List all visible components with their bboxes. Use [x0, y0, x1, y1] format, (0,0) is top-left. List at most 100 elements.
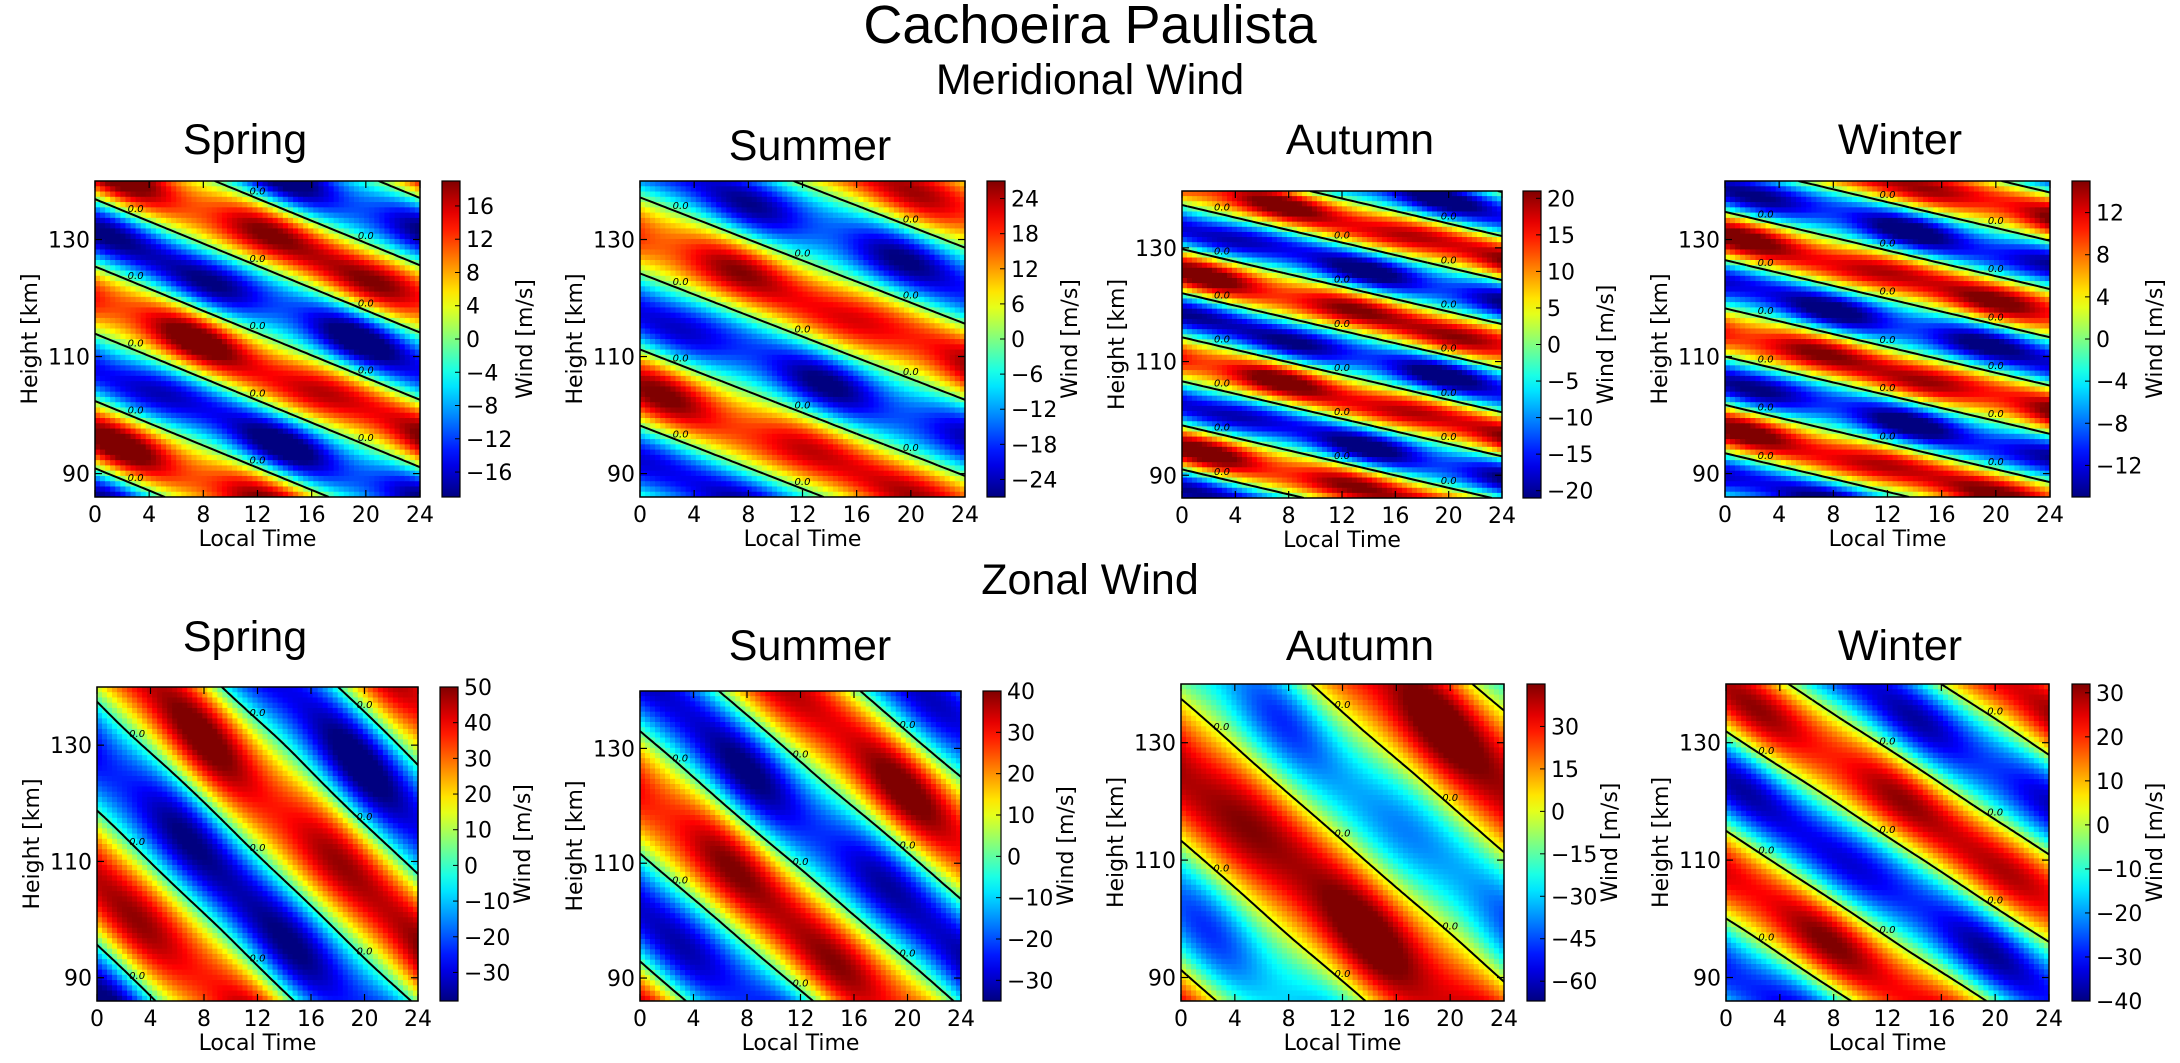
x-tick-label: 8: [740, 1007, 754, 1032]
contour-label: 0.0: [1988, 409, 2004, 420]
colorbar-tick-label: 0: [2096, 814, 2110, 839]
colorbar-tick-label: −40: [2096, 990, 2142, 1015]
contour-label: 0.0: [903, 367, 919, 378]
colorbar-tick-label: 0: [1547, 334, 1561, 359]
colorbar-tick-label: 8: [2096, 244, 2110, 269]
contour-label: 0.0: [900, 949, 916, 960]
contour-label: 0.0: [129, 971, 145, 982]
x-tick-label: 0: [88, 503, 102, 528]
contour-label: 0.0: [250, 254, 266, 265]
x-tick-label: 16: [1382, 1007, 1410, 1032]
colorbar-tick-label: 15: [1547, 224, 1575, 249]
contour-label: 0.0: [1334, 275, 1350, 286]
x-tick-label: 4: [142, 503, 156, 528]
x-axis-label: Local Time: [742, 1031, 860, 1056]
colorbar-tick-label: −6: [1011, 363, 1043, 388]
x-tick-label: 16: [843, 503, 871, 528]
y-tick-label: 90: [607, 463, 635, 488]
colorbar-tick-label: 12: [466, 228, 494, 253]
contour-label: 0.0: [128, 271, 144, 282]
colorbar: −30 −20 −10 0 10 20 30 40 Wind [m/s]: [982, 680, 1079, 1002]
contour-label: 0.0: [1880, 238, 1896, 249]
colorbar-label: Wind [m/s]: [2143, 279, 2168, 399]
colorbar-tick-label: −10: [2096, 858, 2142, 883]
colorbar-tick-label: 30: [464, 747, 492, 772]
x-tick-label: 16: [1928, 503, 1956, 528]
contour-label: 0.0: [1214, 423, 1230, 434]
x-axis-label: Local Time: [1829, 527, 1947, 552]
colorbar-gradient: [1526, 683, 1546, 1002]
contour-label: 0.0: [1987, 807, 2003, 818]
y-tick-label: 90: [1148, 967, 1176, 992]
contour-label: 0.0: [795, 249, 811, 260]
contour-label: 0.0: [128, 473, 144, 484]
colorbar-tick-label: −8: [466, 395, 498, 420]
colorbar-tick-label: 20: [464, 783, 492, 808]
x-tick-label: 20: [1981, 1007, 2009, 1032]
x-tick-label: 24: [2035, 1007, 2063, 1032]
colorbar-tick-label: 0: [1007, 845, 1021, 870]
zero-contour: [1726, 684, 2049, 1001]
colorbar-tick-label: −45: [1551, 928, 1597, 953]
y-axis-label: Height [km]: [1648, 273, 1673, 404]
x-tick-label: 20: [1982, 503, 2010, 528]
colorbar-tick-label: 6: [1011, 293, 1025, 318]
colorbar-tick-label: −30: [1551, 885, 1597, 910]
contour-label: 0.0: [1441, 388, 1457, 399]
contour-label: 0.0: [1758, 209, 1774, 220]
colorbar-tick-label: 10: [2096, 770, 2124, 795]
colorbar: −30 −20 −10 0 10 20 30 40 50 Wind [m/s]: [439, 676, 536, 1002]
y-tick-label: 110: [593, 346, 635, 371]
zero-contour: [1182, 191, 1502, 498]
y-axis-label: Height [km]: [1104, 777, 1129, 908]
panel-title-meridional-summer: Summer: [660, 122, 960, 171]
panel-title-zonal-autumn: Autumn: [1210, 622, 1510, 671]
x-tick-label: 8: [1826, 503, 1840, 528]
colorbar-tick-label: 16: [466, 195, 494, 220]
heatmap-field: [1182, 191, 1502, 498]
x-axis-label: Local Time: [199, 527, 317, 552]
panel-title-meridional-autumn: Autumn: [1210, 116, 1510, 165]
heatmap-field: [1725, 181, 2050, 497]
contour-label: 0.0: [1758, 403, 1774, 414]
heatmap-field: [640, 181, 965, 497]
x-tick-label: 4: [687, 503, 701, 528]
contour-label: 0.0: [673, 201, 689, 212]
contour-label: 0.0: [900, 720, 916, 731]
x-tick-label: 16: [1927, 1007, 1955, 1032]
x-axis-label: Local Time: [199, 1031, 317, 1056]
colorbar-label: Wind [m/s]: [1054, 786, 1079, 906]
contour-label: 0.0: [1214, 202, 1230, 213]
y-tick-label: 90: [62, 463, 90, 488]
colorbar-tick-label: −16: [466, 461, 512, 486]
zero-contour: [1725, 181, 2050, 497]
colorbar: −20 −15 −10 −5 0 5 10 15 20 Wind [m/s]: [1522, 187, 1619, 505]
colorbar-tick-label: 20: [2096, 726, 2124, 751]
colorbar: −16 −12 −8 −4 0 4 8 12 16 Wind [m/s]: [441, 180, 538, 498]
x-tick-label: 12: [1874, 1007, 1902, 1032]
contour-label: 0.0: [793, 978, 809, 989]
y-tick-label: 110: [1678, 346, 1720, 371]
colorbar-tick-label: 40: [1007, 680, 1035, 705]
y-axis-label: Height [km]: [18, 273, 43, 404]
y-tick-label: 110: [1134, 849, 1176, 874]
panel-meridional-wind-summer: 0.0 0.0 0.0 0.0 0.0 0.0 0.0 0.0 0.0 0.0 0.0 0.0 0 4 8 1…: [563, 180, 1083, 552]
contour-label: 0.0: [358, 231, 374, 242]
x-tick-label: 24: [404, 1007, 432, 1032]
contour-label: 0.0: [903, 443, 919, 454]
contour-label: 0.0: [1335, 969, 1351, 980]
contour-label: 0.0: [357, 700, 373, 711]
colorbar-label: Wind [m/s]: [1058, 279, 1083, 399]
contour-label: 0.0: [358, 298, 374, 309]
y-tick-label: 110: [1679, 849, 1721, 874]
contour-label: 0.0: [1880, 190, 1896, 201]
x-tick-label: 12: [787, 1007, 815, 1032]
colorbar-label: Wind [m/s]: [2143, 783, 2168, 903]
panel-zonal-wind-summer: 0.0 0.0 0.0 0.0 0.0 0.0 0.0 0.0 0 4 8 12 16 20 24 90 110…: [563, 680, 1079, 1056]
colorbar-tick-label: −15: [1547, 443, 1593, 468]
zero-contour: [97, 687, 418, 1001]
y-tick-label: 130: [1134, 732, 1176, 757]
contour-label: 0.0: [1334, 319, 1350, 330]
colorbar-tick-label: 24: [1011, 188, 1039, 213]
contour-label: 0.0: [1334, 407, 1350, 418]
